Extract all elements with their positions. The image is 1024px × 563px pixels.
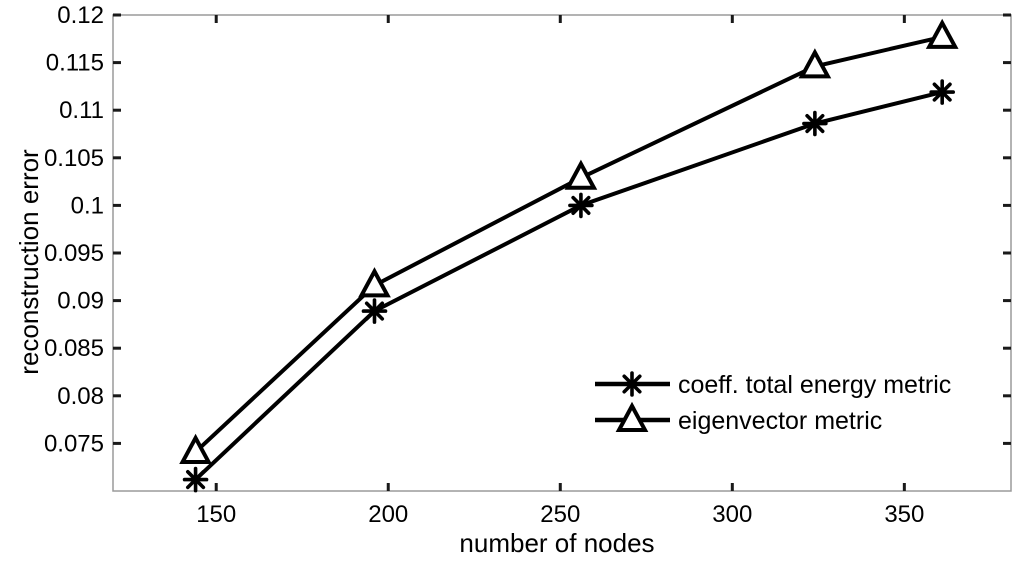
y-tick-label: 0.075 bbox=[44, 430, 104, 457]
legend-symbols bbox=[595, 371, 670, 432]
triangle-marker bbox=[798, 48, 832, 79]
y-tick-label: 0.105 bbox=[44, 145, 104, 172]
y-tick-label: 0.11 bbox=[59, 97, 104, 124]
x-axis-label: number of nodes bbox=[459, 528, 654, 558]
y-tick-label: 0.115 bbox=[46, 50, 104, 77]
x-tick-label: 350 bbox=[884, 501, 924, 528]
asterisk-marker bbox=[619, 371, 645, 397]
series-layer bbox=[179, 18, 959, 493]
asterisk-marker bbox=[568, 192, 594, 219]
asterisk-marker bbox=[802, 110, 828, 137]
asterisk-marker bbox=[929, 79, 955, 105]
triangle-marker bbox=[615, 401, 649, 432]
x-tick-label: 250 bbox=[540, 501, 580, 528]
y-tick-label: 0.1 bbox=[71, 192, 104, 219]
triangle-marker bbox=[925, 18, 959, 49]
y-tick-label: 0.08 bbox=[57, 383, 104, 410]
asterisk-marker bbox=[361, 298, 388, 324]
y-tick-label: 0.12 bbox=[57, 2, 104, 29]
y-tick-label: 0.085 bbox=[44, 335, 104, 362]
y-tick-label: 0.095 bbox=[44, 240, 104, 267]
legend-label-coeff-total-energy-metric: coeff. total energy metric bbox=[678, 371, 951, 399]
asterisk-marker bbox=[182, 466, 209, 493]
x-tick-label: 300 bbox=[712, 501, 752, 528]
x-tick-label: 200 bbox=[368, 501, 408, 528]
axis-ticks bbox=[113, 13, 1011, 491]
triangle-marker bbox=[179, 433, 212, 464]
x-tick-label: 150 bbox=[196, 501, 236, 528]
axis-tick-labels: 150 200 250 300 350 0.075 0.08 0.085 0.09 0.095 0.… bbox=[44, 2, 924, 528]
triangle-marker bbox=[564, 159, 598, 190]
y-tick-label: 0.09 bbox=[57, 288, 104, 315]
legend-label-eigenvector-metric: eigenvector metric bbox=[678, 407, 882, 435]
y-axis-label: reconstruction error bbox=[14, 149, 44, 375]
legend: coeff. total energy metric eigenvector m… bbox=[595, 371, 951, 435]
triangle-marker bbox=[358, 267, 391, 298]
